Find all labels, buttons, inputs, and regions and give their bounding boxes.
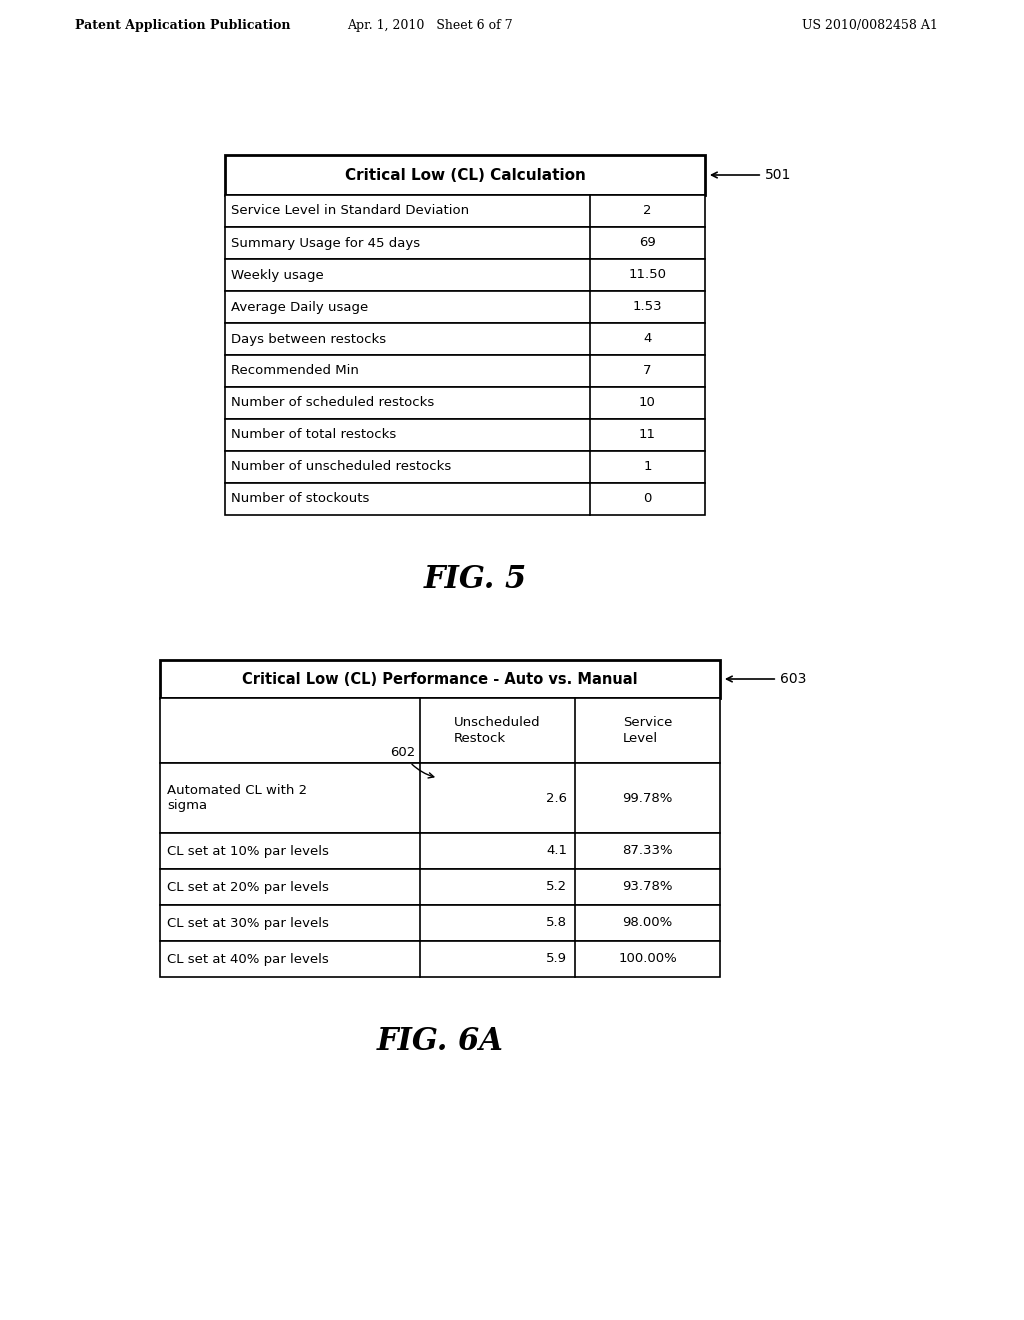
Text: 2: 2	[643, 205, 651, 218]
Text: Critical Low (CL) Calculation: Critical Low (CL) Calculation	[344, 168, 586, 182]
Text: 4.1: 4.1	[546, 845, 567, 858]
Bar	[160, 833, 720, 869]
Text: US 2010/0082458 A1: US 2010/0082458 A1	[802, 18, 938, 32]
Text: 5.2: 5.2	[546, 880, 567, 894]
Bar	[160, 698, 720, 763]
Text: Number of stockouts: Number of stockouts	[231, 492, 370, 506]
Bar	[225, 195, 705, 227]
Text: Number of scheduled restocks: Number of scheduled restocks	[231, 396, 434, 409]
Bar	[225, 451, 705, 483]
Text: CL set at 40% par levels: CL set at 40% par levels	[167, 953, 329, 965]
Text: 2.6: 2.6	[546, 792, 567, 804]
Text: 99.78%: 99.78%	[623, 792, 673, 804]
Text: Service Level in Standard Deviation: Service Level in Standard Deviation	[231, 205, 469, 218]
Text: 1.53: 1.53	[633, 301, 663, 314]
Text: Automated CL with 2
sigma: Automated CL with 2 sigma	[167, 784, 307, 812]
Bar	[225, 227, 705, 259]
Text: 11: 11	[639, 429, 656, 441]
Text: Number of total restocks: Number of total restocks	[231, 429, 396, 441]
Bar	[160, 763, 720, 833]
Bar	[160, 906, 720, 941]
Text: Unscheduled
Restock: Unscheduled Restock	[455, 717, 541, 744]
Text: FIG. 6A: FIG. 6A	[377, 1027, 504, 1057]
Text: Average Daily usage: Average Daily usage	[231, 301, 369, 314]
Text: Critical Low (CL) Performance - Auto vs. Manual: Critical Low (CL) Performance - Auto vs.…	[243, 672, 638, 686]
Text: 98.00%: 98.00%	[623, 916, 673, 929]
Text: 5.9: 5.9	[546, 953, 567, 965]
Text: 1: 1	[643, 461, 651, 474]
Text: CL set at 10% par levels: CL set at 10% par levels	[167, 845, 329, 858]
Bar	[225, 290, 705, 323]
Bar	[160, 660, 720, 698]
Text: Weekly usage: Weekly usage	[231, 268, 324, 281]
Text: 100.00%: 100.00%	[618, 953, 677, 965]
Text: 10: 10	[639, 396, 656, 409]
Text: 87.33%: 87.33%	[623, 845, 673, 858]
Text: 603: 603	[727, 672, 806, 686]
Bar	[225, 483, 705, 515]
Text: 501: 501	[712, 168, 792, 182]
Text: CL set at 20% par levels: CL set at 20% par levels	[167, 880, 329, 894]
Text: 0: 0	[643, 492, 651, 506]
Text: Days between restocks: Days between restocks	[231, 333, 386, 346]
Bar	[225, 355, 705, 387]
Text: Service
Level: Service Level	[623, 717, 672, 744]
Text: CL set at 30% par levels: CL set at 30% par levels	[167, 916, 329, 929]
Text: 93.78%: 93.78%	[623, 880, 673, 894]
Text: 5.8: 5.8	[546, 916, 567, 929]
Text: 69: 69	[639, 236, 656, 249]
Bar	[225, 418, 705, 451]
Bar	[160, 941, 720, 977]
Text: 4: 4	[643, 333, 651, 346]
Text: 602: 602	[390, 747, 434, 777]
Text: 11.50: 11.50	[629, 268, 667, 281]
Text: Apr. 1, 2010   Sheet 6 of 7: Apr. 1, 2010 Sheet 6 of 7	[347, 18, 513, 32]
Text: Number of unscheduled restocks: Number of unscheduled restocks	[231, 461, 452, 474]
Bar	[160, 869, 720, 906]
Text: 7: 7	[643, 364, 651, 378]
Text: FIG. 5: FIG. 5	[423, 565, 526, 595]
Text: Patent Application Publication: Patent Application Publication	[75, 18, 291, 32]
Bar	[225, 387, 705, 418]
Bar	[225, 323, 705, 355]
Text: Recommended Min: Recommended Min	[231, 364, 358, 378]
Bar	[225, 154, 705, 195]
Text: Summary Usage for 45 days: Summary Usage for 45 days	[231, 236, 420, 249]
Bar	[225, 259, 705, 290]
